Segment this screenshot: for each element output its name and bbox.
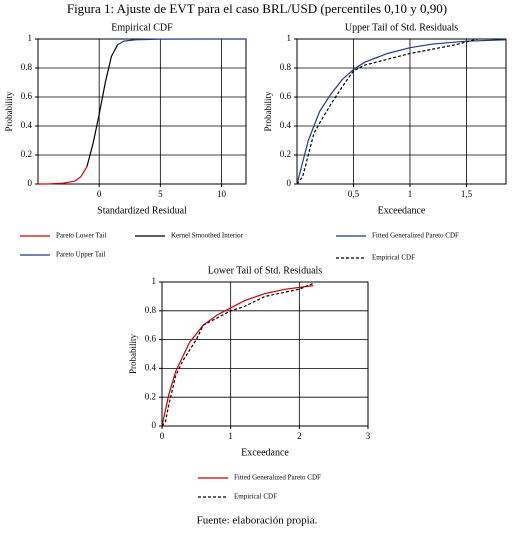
- x-tick-label: 5: [158, 189, 163, 199]
- figure-title: Figura 1: Ajuste de EVT para el caso BRL…: [67, 1, 447, 16]
- legend-label: Fitted Generalized Pareto CDF: [372, 232, 459, 240]
- legend-label: Pareto Lower Tail: [56, 232, 106, 240]
- legend-label: Pareto Upper Tail: [56, 251, 106, 259]
- y-tick-label: 0.8: [280, 62, 292, 72]
- data-line: [161, 285, 314, 427]
- y-axis-label: Probability: [263, 91, 273, 131]
- x-tick-label: 1,5: [461, 189, 473, 199]
- data-line: [161, 282, 314, 427]
- x-axis-label: Standardized Residual: [97, 205, 187, 216]
- y-axis-label: Probability: [128, 334, 138, 374]
- chart-title: Lower Tail of Std. Residuals: [208, 265, 322, 276]
- x-tick-label: 0: [97, 189, 102, 199]
- legend-label: Kernel Smoothed Interior: [171, 232, 244, 240]
- y-tick-label: 0: [152, 420, 157, 430]
- y-tick-label: 0.2: [145, 391, 156, 401]
- y-tick-label: 0.8: [21, 62, 33, 72]
- data-line: [117, 38, 246, 46]
- data-line: [296, 39, 507, 185]
- legend-label: Fitted Generalized Pareto CDF: [234, 474, 321, 482]
- plot-area: [161, 281, 369, 427]
- legend-label: Empirical CDF: [234, 493, 277, 501]
- chart-title: Upper Tail of Std. Residuals: [345, 22, 458, 33]
- y-tick-label: 0.2: [21, 149, 32, 159]
- x-tick-label: 2: [297, 431, 302, 441]
- y-tick-label: 0: [287, 178, 292, 188]
- y-tick-label: 0.2: [280, 149, 291, 159]
- source-note: Fuente: elaboración propia.: [197, 515, 318, 527]
- x-tick-label: 10: [217, 189, 227, 199]
- x-tick-label: 1: [228, 431, 233, 441]
- y-tick-label: 0.8: [145, 305, 157, 315]
- plot-area: [296, 38, 507, 185]
- y-tick-label: 0: [28, 178, 33, 188]
- y-tick-label: 0.6: [21, 91, 33, 101]
- y-tick-label: 1: [287, 33, 292, 43]
- data-line: [37, 166, 88, 185]
- y-tick-label: 1: [152, 276, 157, 286]
- x-axis-label: Exceedance: [378, 205, 426, 216]
- y-tick-label: 1: [28, 33, 33, 43]
- x-axis-label: Exceedance: [241, 447, 289, 458]
- legend-label: Empirical CDF: [372, 254, 415, 262]
- x-tick-label: 1: [408, 189, 413, 199]
- data-line: [296, 38, 478, 185]
- x-tick-label: 3: [366, 431, 371, 441]
- chart-title: Empirical CDF: [111, 22, 173, 33]
- x-tick-label: 0,5: [348, 189, 360, 199]
- plot-area: [37, 38, 247, 185]
- y-axis-label: Probability: [4, 91, 14, 131]
- y-tick-label: 0.6: [145, 334, 157, 344]
- data-line: [86, 44, 119, 167]
- y-tick-label: 0.4: [145, 362, 157, 372]
- y-tick-label: 0.4: [21, 120, 33, 130]
- x-tick-label: 0: [160, 431, 165, 441]
- y-tick-label: 0.6: [280, 91, 292, 101]
- y-tick-label: 0.4: [280, 120, 292, 130]
